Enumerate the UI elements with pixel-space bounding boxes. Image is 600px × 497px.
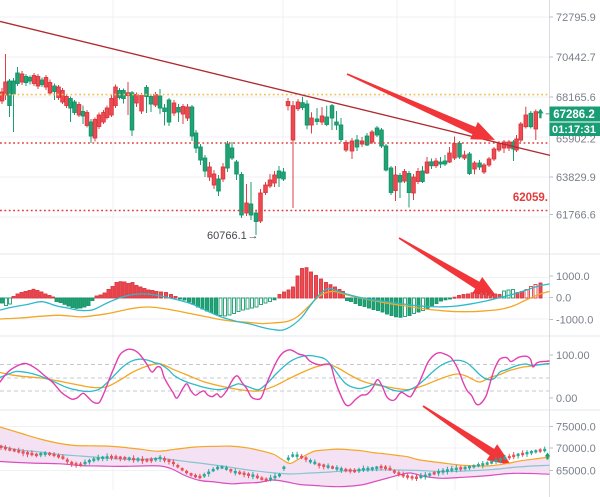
svg-text:65902.2: 65902.2 — [556, 134, 596, 146]
svg-text:0.00: 0.00 — [556, 393, 577, 405]
svg-text:63829.9: 63829.9 — [556, 172, 596, 184]
svg-text:67286.2: 67286.2 — [553, 109, 595, 121]
svg-text:75000.0: 75000.0 — [556, 422, 596, 434]
svg-text:70000.0: 70000.0 — [556, 443, 596, 455]
svg-text:100.00: 100.00 — [556, 350, 590, 362]
svg-text:62059.: 62059. — [513, 192, 548, 204]
svg-text:-1000.0: -1000.0 — [556, 315, 593, 327]
svg-text:70442.7: 70442.7 — [556, 52, 596, 64]
svg-text:72795.9: 72795.9 — [556, 12, 596, 24]
svg-text:0.0: 0.0 — [556, 293, 571, 305]
svg-text:→: → — [248, 230, 259, 242]
svg-text:01:17:31: 01:17:31 — [552, 124, 596, 136]
svg-text:68165.6: 68165.6 — [556, 92, 596, 104]
svg-text:1000.0: 1000.0 — [556, 271, 590, 283]
svg-text:60766.1: 60766.1 — [207, 230, 247, 242]
svg-text:61766.6: 61766.6 — [556, 210, 596, 222]
svg-text:65000.0: 65000.0 — [556, 466, 596, 478]
